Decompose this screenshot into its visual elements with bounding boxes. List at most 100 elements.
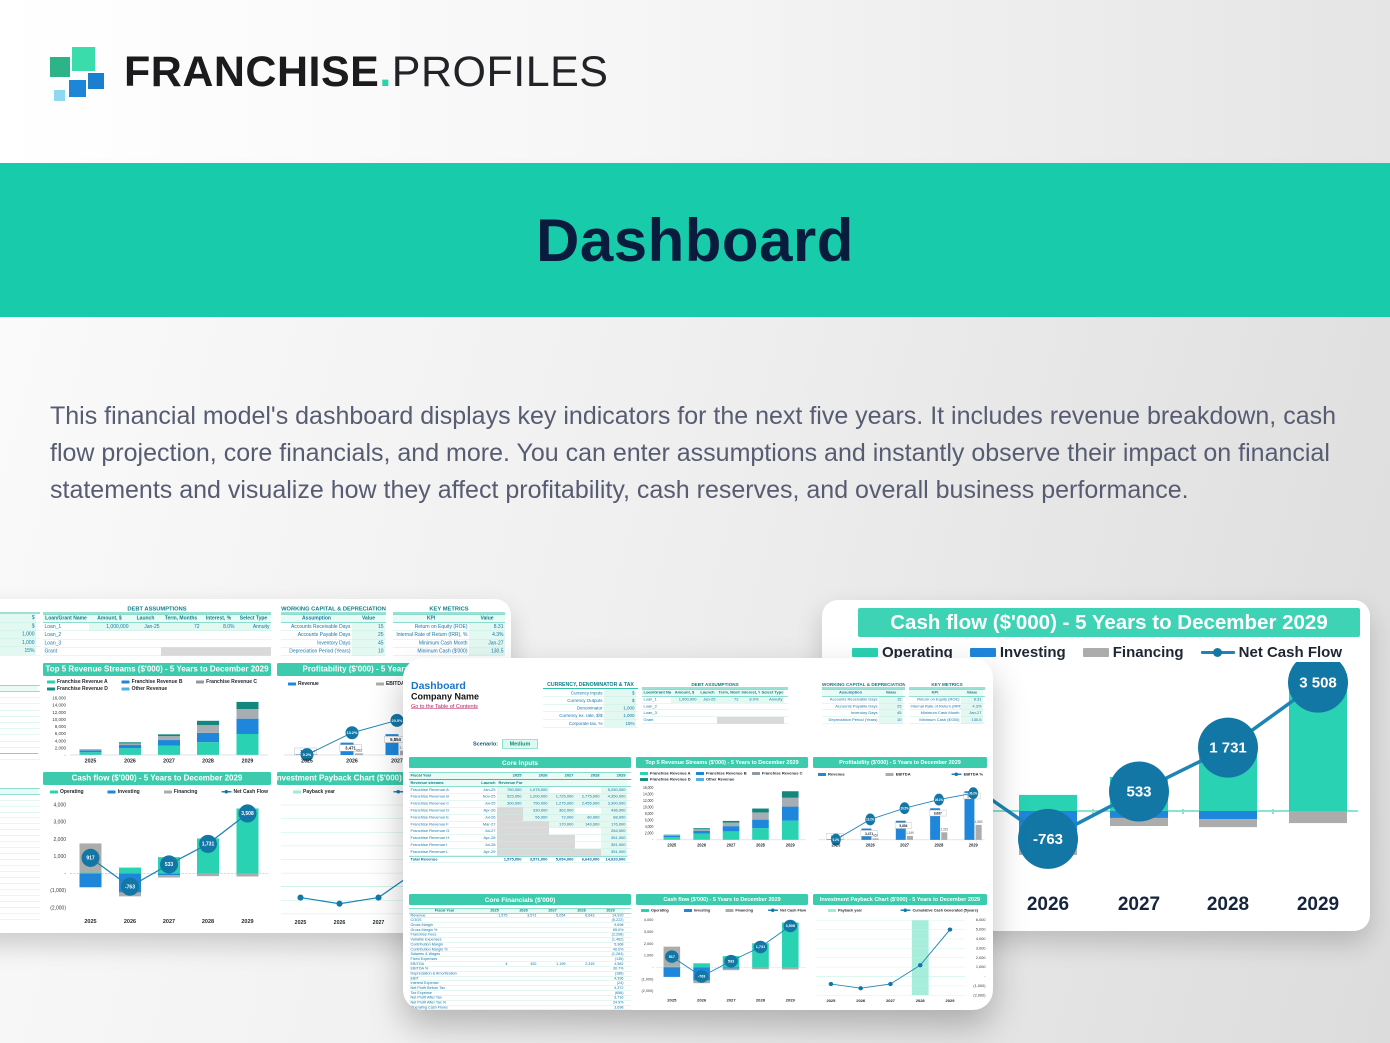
core-inputs-cell: 140,000 [575,821,601,828]
legend-item: Franchise Revenue D [640,777,696,782]
table-cell [509,971,538,975]
legend-swatch [47,687,55,691]
core-inputs-cell: Jul-27 [484,828,496,834]
table-cell: Interest Expense [410,981,439,986]
chart-text: 2027 [373,920,385,926]
bar [781,791,799,798]
table-row: 40.0% [0,836,40,843]
table-cell: (5,222) [611,918,624,923]
legend-swatch [121,680,130,684]
table-cell [538,1005,567,1009]
legend-label: Investing [693,908,711,913]
table-cell: Revenue [410,913,426,918]
legend-swatch [163,790,172,794]
table-cell [480,996,509,1000]
table-cell [161,631,201,639]
table-cell [509,1005,538,1009]
core-inputs-cell: 88,000 [601,814,627,821]
legend-label: Franchise Revenue A [650,771,691,776]
table-cell: 5,968 [614,942,624,947]
table-row: (1,462) [0,824,40,831]
legend-swatch [751,771,760,775]
point [336,900,343,907]
core-inputs-row: Franchise Revenue H Apr-28 351,000 [409,835,631,842]
table-cell: 40.0% [0,836,38,841]
legend-label: Net Cash Flow [780,908,806,913]
table-cell [567,938,596,942]
legend-item: Operating [50,789,84,795]
table-cell [201,639,236,647]
brand-dot: . [379,47,392,96]
logo-square-teal-dark [50,57,70,77]
table-cell: Fiscal Year [409,908,480,913]
table-cell: Net Profit After Tax % [410,1000,447,1005]
table-cell: Loan/Grant Name [43,614,89,623]
bar [236,873,259,877]
bar [79,750,102,753]
mid-section-cashflow: Cash flow ($'000) - 5 Years to December … [636,894,808,905]
legend-swatch [640,771,648,775]
net-bubble [160,855,178,874]
table-cell: 72 [161,622,201,631]
core-inputs-cell [470,772,497,779]
chart-text: 3,000 [54,820,67,826]
table-cell: Contribution Margin [410,942,444,947]
chart-text: 20.5% [901,806,909,810]
description-paragraph: This financial model's dashboard display… [50,402,1336,504]
table-cell [509,967,538,971]
core-inputs-row: Franchise Revenue L Apr-29 351,000 [409,848,631,856]
core-inputs-cell [523,828,549,835]
table-cell [567,976,596,980]
table-cell: Launch [130,614,161,623]
pct-bubble [899,802,910,815]
chart-text: 2,315 [940,827,948,831]
logo-square-lightblue [54,90,65,101]
bar [722,820,740,823]
table-cell: (1,462) [611,937,624,942]
table-row: 1,000 [0,630,40,639]
chart-text: 30.2% [969,791,977,795]
bar [906,835,913,840]
core-inputs-cell: 362,000 [549,807,575,814]
table-row: Minimum Cash ($'000) 130.5 [909,717,985,724]
core-inputs-cell: Franchise Revenue A [410,787,449,792]
table-cell: Currency Inputs [570,690,603,696]
table-cell [567,967,596,971]
core-inputs-cell [497,807,523,814]
chart-text: 5,854 [899,824,907,828]
bar [119,743,141,746]
table-row: Currency Inputs $ [543,689,638,698]
legend-swatch [47,680,55,684]
table-cell: Variable Expenses [410,937,442,942]
chart-svg: 16,000 14,000 12,000 10,000 8,000 6,000 4,000 2… [643,786,806,848]
table-cell: Term, Months [717,689,740,696]
legend-label: Franchise Revenue B [131,679,183,685]
logo-square-teal [72,47,95,71]
chart-text: 2025 [85,759,97,765]
table-cell: Grant [643,717,654,723]
table-cell: Select Type [236,614,271,623]
chart-text: 2026 [1027,894,1069,915]
table-row: 4,372 [0,884,40,890]
core-inputs-cell: 170,000 [549,821,575,828]
chart-text: 2026 [346,759,358,765]
table-cell [567,952,596,956]
core-inputs-cell [523,841,549,849]
table-row: Inventory Days 45 [822,710,905,718]
table-title: & TAX [0,606,40,614]
table-cell: 436,000 [0,710,38,716]
table-cell [480,923,509,927]
legend-label: Franchise Revenue A [57,679,108,685]
table-cell [89,631,130,639]
legend-label: Financing [735,908,754,913]
point [947,927,953,932]
bar [872,838,879,840]
table-cell: Contribution Margin % [410,947,448,952]
mid-company-name: Company Name [411,691,480,702]
table-cell: Fixed Expenses [410,956,438,961]
table-row: Internal Rate of Return (IRR), %4.3% [909,703,985,711]
table-cell [760,717,784,724]
chart-text: 6,000 [976,918,986,922]
legend-swatch [50,790,58,794]
